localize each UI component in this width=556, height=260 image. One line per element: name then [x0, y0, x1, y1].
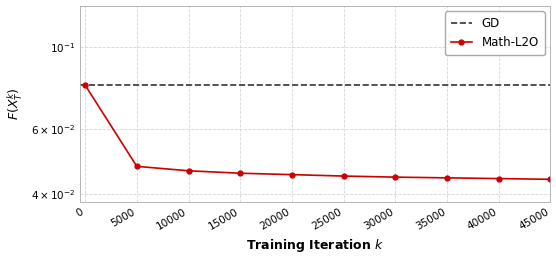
X-axis label: Training Iteration $k$: Training Iteration $k$: [246, 237, 384, 255]
Math-L2O: [392, 176, 399, 179]
Math-L2O: [237, 172, 244, 175]
Y-axis label: $F(X_T^k)$: $F(X_T^k)$: [6, 87, 25, 120]
GD: [82, 83, 88, 87]
Math-L2O: [547, 178, 554, 181]
Math-L2O: [495, 177, 502, 180]
Math-L2O: [340, 174, 347, 178]
Math-L2O: [289, 173, 295, 176]
Math-L2O: [444, 176, 450, 179]
Legend: GD, Math-L2O: GD, Math-L2O: [445, 11, 544, 55]
Math-L2O: [185, 169, 192, 172]
Math-L2O: [133, 165, 140, 168]
Math-L2O: [82, 83, 88, 87]
GD: [82, 83, 88, 87]
Line: Math-L2O: Math-L2O: [83, 83, 553, 182]
